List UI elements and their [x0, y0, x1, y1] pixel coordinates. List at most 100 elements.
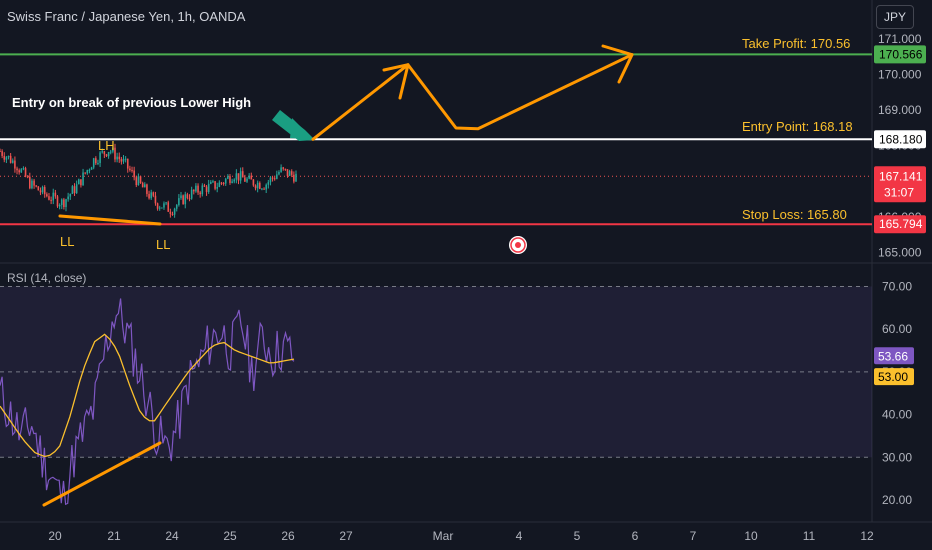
- time-tick-label: 5: [574, 529, 581, 543]
- candle-body: [182, 195, 184, 205]
- candle-body: [214, 181, 216, 189]
- candle-body: [107, 152, 110, 157]
- rsi-tick-label: 30.00: [882, 450, 912, 464]
- time-axis: 20 21 24 25 26 27 Mar 4 5 6 7 10 11 12: [48, 529, 874, 543]
- time-tick-label: Mar: [433, 529, 454, 543]
- candle-body: [216, 186, 219, 189]
- candle-body: [237, 173, 240, 181]
- candle-body: [288, 171, 291, 176]
- candle-body: [39, 190, 42, 193]
- candle-body: [67, 196, 69, 200]
- candle-body: [248, 175, 250, 179]
- price-tick-label: 165.000: [878, 246, 922, 260]
- candle-body: [180, 195, 182, 199]
- candle-body: [263, 188, 265, 190]
- candle-body: [161, 207, 163, 209]
- candle-body: [118, 156, 121, 160]
- rsi-ma-label: 53.00: [878, 370, 908, 384]
- candle-body: [48, 196, 50, 200]
- candle-body: [269, 177, 272, 183]
- candle-body: [24, 168, 27, 177]
- candle-body: [212, 181, 214, 183]
- time-tick-label: 11: [803, 529, 816, 543]
- price-tick-label: 171.000: [878, 32, 922, 46]
- candle-body: [60, 199, 63, 205]
- time-tick-label: 7: [690, 529, 697, 543]
- candle-body: [197, 185, 199, 193]
- rsi-ma-line: [0, 333, 295, 458]
- rsi-panel: [0, 286, 872, 507]
- candle-body: [218, 182, 221, 187]
- candle-body: [224, 178, 227, 184]
- candle-body: [169, 211, 172, 214]
- candle-body: [58, 204, 61, 207]
- candle-body: [256, 182, 259, 189]
- candle-body: [11, 160, 14, 163]
- symbol-title: Swiss Franc / Japanese Yen, 1h, OANDA: [7, 9, 246, 24]
- candle-body: [239, 171, 242, 181]
- record-icon-dot: [515, 242, 521, 248]
- price-axis: 165.000166.000167.000168.000169.000170.0…: [874, 32, 926, 507]
- rsi-tick-label: 20.00: [882, 493, 912, 507]
- candle-body: [254, 185, 257, 189]
- record-icon-ring: [510, 237, 526, 253]
- candle-body: [120, 159, 123, 162]
- candle-body: [133, 170, 135, 178]
- candle-body: [3, 155, 6, 160]
- candle-body: [46, 194, 48, 197]
- candle-body: [154, 195, 157, 204]
- candle-body: [175, 204, 178, 209]
- candle-body: [97, 162, 99, 164]
- candle-body: [246, 178, 248, 182]
- candle-body: [16, 168, 18, 171]
- candle-body: [124, 158, 127, 160]
- rsi-value-label: 53.66: [878, 349, 908, 363]
- candle-body: [282, 167, 285, 169]
- candle-body: [267, 182, 270, 185]
- time-tick-label: 4: [516, 529, 523, 543]
- candle-body: [156, 203, 159, 209]
- time-tick-label: 21: [107, 529, 121, 543]
- candle-body: [265, 184, 267, 190]
- candle-body: [103, 151, 106, 155]
- candle-body: [37, 186, 40, 191]
- projection-arrowhead-icon: [382, 63, 410, 100]
- candle-body: [75, 184, 78, 194]
- candle-body: [184, 194, 187, 205]
- candle-body: [137, 176, 140, 186]
- last-price-tag: [874, 166, 926, 203]
- candle-body: [5, 157, 8, 160]
- candle-body: [290, 171, 293, 175]
- candle-body: [77, 179, 80, 185]
- projection-arrowhead-icon: [601, 44, 634, 84]
- candle-body: [146, 184, 148, 194]
- currency-button[interactable]: JPY: [876, 5, 914, 29]
- candle-body: [295, 173, 297, 182]
- candle-body: [73, 186, 76, 194]
- candle-body: [41, 187, 44, 193]
- candle-body: [26, 176, 29, 178]
- candle-body: [284, 168, 287, 170]
- candle-body: [20, 169, 23, 173]
- candle-body: [31, 180, 33, 189]
- candle-body: [233, 179, 236, 182]
- time-tick-label: 20: [48, 529, 62, 543]
- price-level-tag: [874, 130, 926, 149]
- candle-body: [280, 167, 282, 172]
- time-tick-label: 12: [860, 529, 874, 543]
- candle-body: [244, 177, 246, 182]
- candle-body: [152, 192, 155, 196]
- candle-body: [165, 202, 167, 204]
- rsi-trendline: [42, 441, 162, 507]
- candle-body: [114, 147, 116, 160]
- candle-body: [222, 183, 225, 185]
- candle-body: [29, 176, 31, 189]
- ll-label: LL: [60, 234, 74, 249]
- candle-body: [261, 188, 263, 190]
- candle-body: [7, 155, 10, 158]
- entry-point-label: Entry Point: 168.18: [742, 119, 853, 134]
- candle-body: [56, 196, 59, 207]
- candle-body: [82, 172, 84, 186]
- candle-body: [273, 178, 276, 180]
